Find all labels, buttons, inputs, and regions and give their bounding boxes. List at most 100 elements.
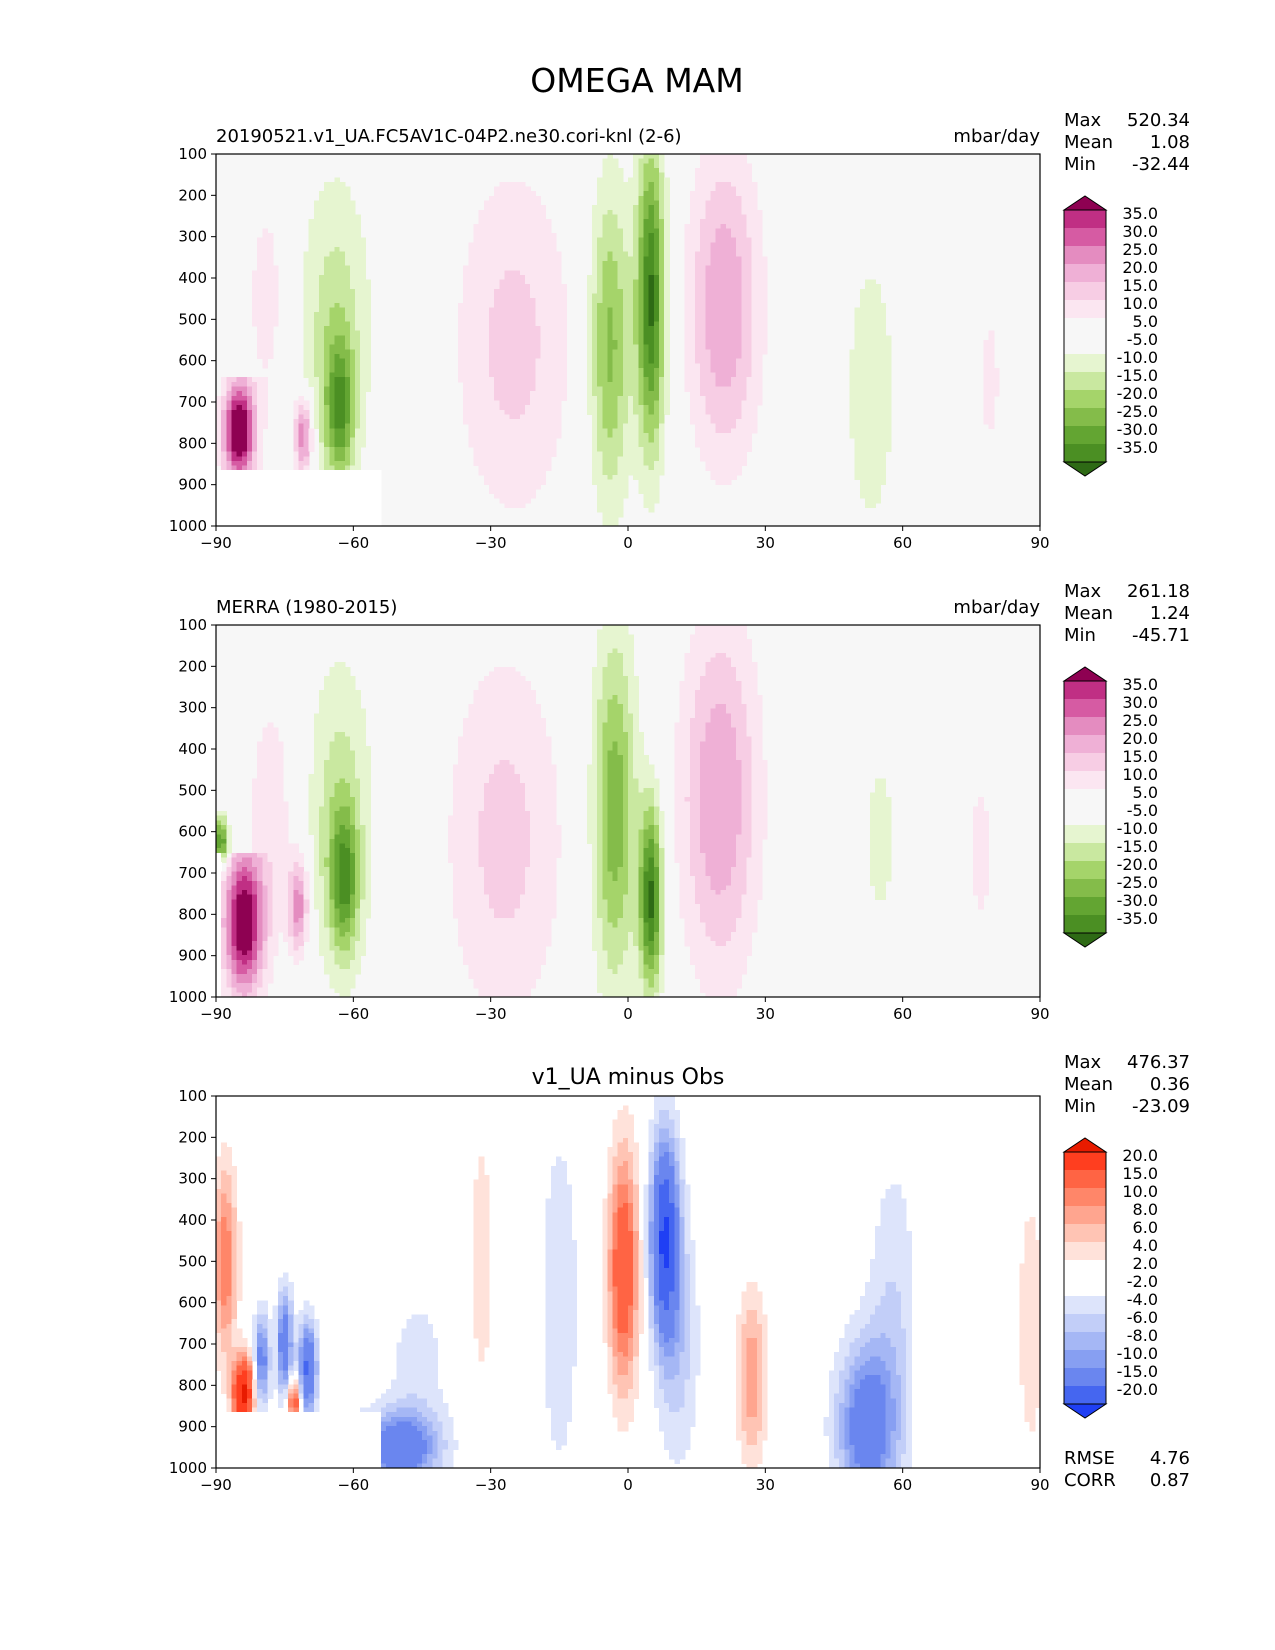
y-tick-label: 900 <box>178 476 207 494</box>
colorbar-extend-top <box>1062 1137 1108 1153</box>
colorbar-level-label: -20.0 <box>1117 384 1158 403</box>
y-tick-label: 100 <box>178 616 207 634</box>
x-tick-label: −30 <box>475 1005 507 1023</box>
colorbar-segment <box>1064 336 1106 355</box>
colorbar-level-label: -15.0 <box>1117 1362 1158 1381</box>
colorbar-level-label: 10.0 <box>1122 294 1158 313</box>
stat-value-max: 476.37 <box>1127 1052 1190 1073</box>
stat-label-mean: Mean <box>1064 132 1113 153</box>
colorbar: 35.030.025.020.015.010.05.0-5.0-10.0-15.… <box>1062 195 1158 477</box>
colorbar-segment <box>1064 1332 1106 1351</box>
x-tick-label: −60 <box>338 534 370 552</box>
colorbar-level-label: 30.0 <box>1122 222 1158 241</box>
colorbar-level-label: 2.0 <box>1133 1254 1158 1273</box>
x-tick-label: 0 <box>623 534 633 552</box>
colorbar-level-label: 4.0 <box>1133 1236 1158 1255</box>
colorbar-segment <box>1064 300 1106 319</box>
colorbar-segment <box>1064 1152 1106 1171</box>
panel-title-left: 20190521.v1_UA.FC5AV1C-04P2.ne30.cori-kn… <box>216 126 682 147</box>
x-tick-label: 30 <box>756 534 775 552</box>
y-tick-label: 100 <box>178 145 207 163</box>
y-tick-label: 300 <box>178 1170 207 1188</box>
colorbar-outline <box>1063 680 1107 934</box>
colorbar-segment <box>1064 246 1106 265</box>
colorbar-level-label: 20.0 <box>1122 1146 1158 1165</box>
y-tick-label: 800 <box>178 434 207 452</box>
stat-label-max: Max <box>1064 110 1102 131</box>
colorbar-segment <box>1064 789 1106 808</box>
stat-value-min: -32.44 <box>1132 154 1190 175</box>
colorbar-segment <box>1064 282 1106 301</box>
colorbar-segment <box>1064 318 1106 337</box>
colorbar-level-label: 30.0 <box>1122 693 1158 712</box>
colorbar-level-label: -6.0 <box>1127 1308 1158 1327</box>
colorbar-segment <box>1064 354 1106 373</box>
colorbar-segment <box>1064 444 1106 463</box>
colorbar-level-label: 10.0 <box>1122 1182 1158 1201</box>
colorbar-level-label: -35.0 <box>1117 438 1158 457</box>
colorbar-level-label: 25.0 <box>1122 711 1158 730</box>
y-tick-label: 400 <box>178 1211 207 1229</box>
x-tick-label: 0 <box>623 1476 633 1494</box>
rmse-value: 4.76 <box>1150 1448 1190 1469</box>
x-tick-label: 30 <box>756 1476 775 1494</box>
colorbar-level-label: 6.0 <box>1133 1218 1158 1237</box>
colorbar-segment <box>1064 735 1106 754</box>
y-tick-label: 800 <box>178 1376 207 1394</box>
y-tick-label: 700 <box>178 1335 207 1353</box>
colorbar-extend-bottom <box>1062 1403 1108 1419</box>
x-tick-label: 90 <box>1030 534 1049 552</box>
colorbar-segment <box>1064 861 1106 880</box>
y-tick-label: 900 <box>178 1418 207 1436</box>
colorbar-level-label: -10.0 <box>1117 348 1158 367</box>
y-tick-label: 1000 <box>169 517 207 535</box>
colorbar-level-label: -8.0 <box>1127 1326 1158 1345</box>
colorbar-level-label: -5.0 <box>1127 801 1158 820</box>
stat-value-mean: 0.36 <box>1150 1074 1190 1095</box>
colorbar-extend-top <box>1062 195 1108 211</box>
x-tick-label: 30 <box>756 1005 775 1023</box>
y-tick-label: 600 <box>178 1294 207 1312</box>
panel-units: mbar/day <box>953 126 1040 147</box>
stat-label-max: Max <box>1064 1052 1102 1073</box>
colorbar-level-label: -30.0 <box>1117 891 1158 910</box>
stat-value-min: -45.71 <box>1132 625 1190 646</box>
panel-title: v1_UA minus Obs <box>532 1065 725 1090</box>
y-tick-label: 200 <box>178 1128 207 1146</box>
stat-value-max: 261.18 <box>1127 581 1190 602</box>
colorbar-level-label: -25.0 <box>1117 402 1158 421</box>
colorbar-level-label: -35.0 <box>1117 909 1158 928</box>
colorbar-level-label: -15.0 <box>1117 837 1158 856</box>
stat-label-min: Min <box>1064 1096 1096 1117</box>
colorbar-level-label: -25.0 <box>1117 873 1158 892</box>
colorbar-segment <box>1064 228 1106 247</box>
x-tick-label: −90 <box>200 1005 232 1023</box>
panel-units: mbar/day <box>953 597 1040 618</box>
colorbar-extend-bottom <box>1062 932 1108 948</box>
colorbar-segment <box>1064 1296 1106 1315</box>
y-tick-label: 400 <box>178 269 207 287</box>
colorbar-segment <box>1064 372 1106 391</box>
colorbar-level-label: -2.0 <box>1127 1272 1158 1291</box>
y-tick-label: 100 <box>178 1087 207 1105</box>
y-tick-label: 300 <box>178 228 207 246</box>
stat-label-min: Min <box>1064 625 1096 646</box>
y-tick-label: 800 <box>178 905 207 923</box>
colorbar-segment <box>1064 426 1106 445</box>
y-tick-label: 200 <box>178 657 207 675</box>
colorbar-segment <box>1064 210 1106 229</box>
y-tick-label: 200 <box>178 186 207 204</box>
colorbar-segment <box>1064 771 1106 790</box>
x-tick-label: −60 <box>338 1005 370 1023</box>
x-tick-label: 60 <box>893 1005 912 1023</box>
colorbar-segment <box>1064 390 1106 409</box>
stat-value-min: -23.09 <box>1132 1096 1190 1117</box>
colorbar-segment <box>1064 1206 1106 1225</box>
colorbar-level-label: 35.0 <box>1122 204 1158 223</box>
stat-value-max: 520.34 <box>1127 110 1190 131</box>
corr-value: 0.87 <box>1150 1470 1190 1491</box>
x-tick-label: 90 <box>1030 1005 1049 1023</box>
colorbar-segment <box>1064 1314 1106 1333</box>
colorbar-level-label: 5.0 <box>1133 312 1158 331</box>
colorbar: 35.030.025.020.015.010.05.0-5.0-10.0-15.… <box>1062 666 1158 948</box>
